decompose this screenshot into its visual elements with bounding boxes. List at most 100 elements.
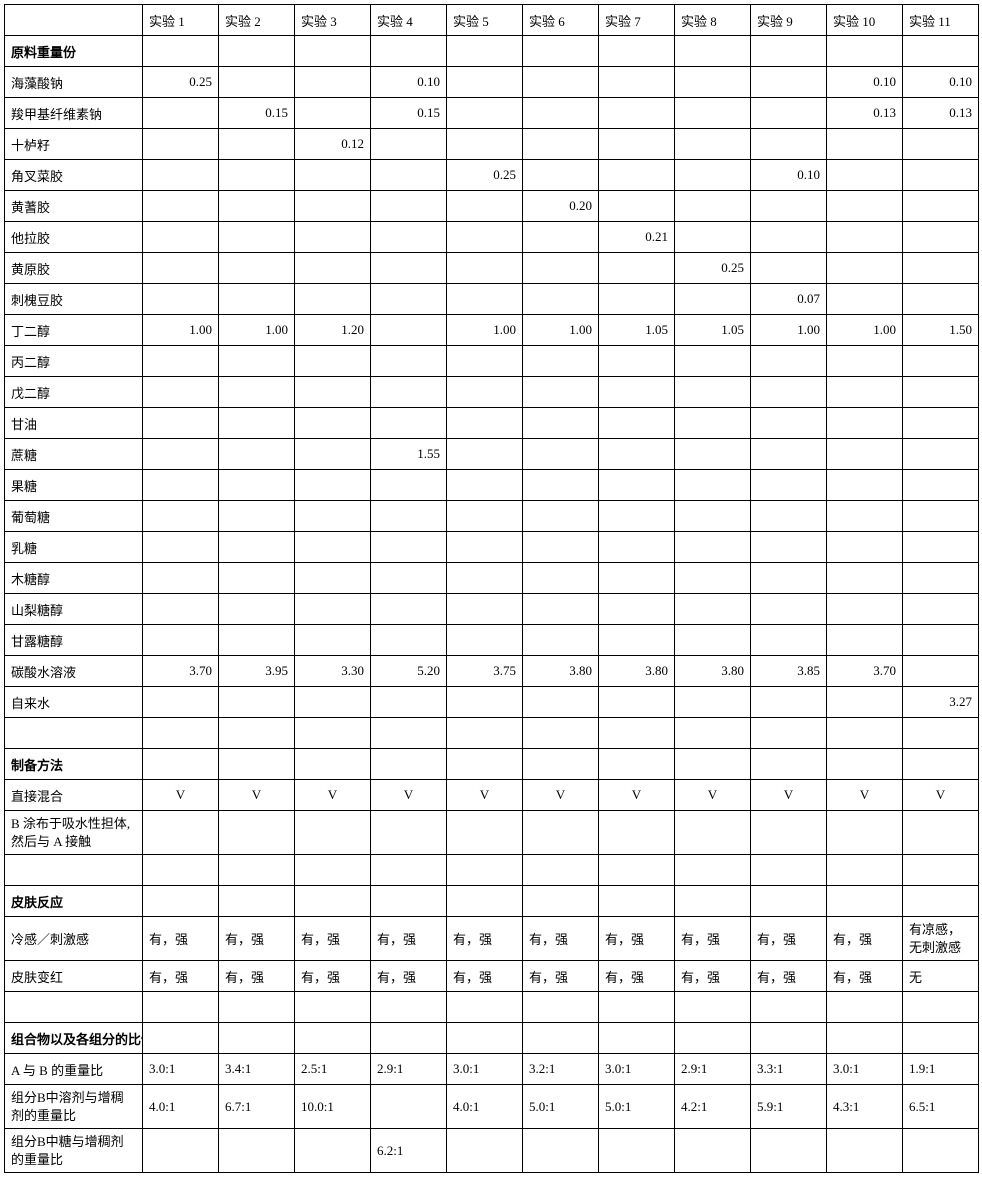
data-cell: 3.3:1 bbox=[751, 1054, 827, 1085]
section-empty bbox=[143, 1023, 219, 1054]
data-cell: 有，强 bbox=[295, 961, 371, 992]
data-cell bbox=[827, 501, 903, 532]
col-header-6: 实验 6 bbox=[523, 5, 599, 36]
data-cell bbox=[447, 191, 523, 222]
section-empty bbox=[599, 749, 675, 780]
data-cell bbox=[447, 377, 523, 408]
data-cell bbox=[827, 687, 903, 718]
data-cell bbox=[599, 191, 675, 222]
data-cell: 3.85 bbox=[751, 656, 827, 687]
data-cell bbox=[751, 625, 827, 656]
data-cell: V bbox=[523, 780, 599, 811]
row-label: 丙二醇 bbox=[5, 346, 143, 377]
data-cell bbox=[903, 811, 979, 855]
data-cell bbox=[447, 67, 523, 98]
data-cell: 0.12 bbox=[295, 129, 371, 160]
row-label: 甘露糖醇 bbox=[5, 625, 143, 656]
row-label: A 与 B 的重量比 bbox=[5, 1054, 143, 1085]
data-cell bbox=[751, 563, 827, 594]
data-cell bbox=[827, 811, 903, 855]
section-empty bbox=[599, 1023, 675, 1054]
blank-cell bbox=[523, 855, 599, 886]
data-cell: 2.9:1 bbox=[371, 1054, 447, 1085]
col-header-5: 实验 5 bbox=[447, 5, 523, 36]
data-cell bbox=[751, 594, 827, 625]
row-label: 蔗糖 bbox=[5, 439, 143, 470]
data-cell bbox=[523, 98, 599, 129]
data-cell bbox=[143, 129, 219, 160]
data-cell bbox=[371, 563, 447, 594]
data-cell bbox=[143, 625, 219, 656]
data-cell bbox=[523, 1129, 599, 1173]
row-label: 他拉胶 bbox=[5, 222, 143, 253]
data-cell bbox=[447, 346, 523, 377]
data-cell bbox=[523, 594, 599, 625]
data-cell bbox=[295, 377, 371, 408]
table-row: 山梨糖醇 bbox=[5, 594, 979, 625]
data-cell bbox=[599, 470, 675, 501]
data-cell bbox=[219, 377, 295, 408]
blank-cell bbox=[599, 718, 675, 749]
table-row: 十栌籽0.12 bbox=[5, 129, 979, 160]
data-cell bbox=[675, 160, 751, 191]
data-cell bbox=[523, 129, 599, 160]
data-cell bbox=[371, 470, 447, 501]
data-cell bbox=[675, 222, 751, 253]
section-empty bbox=[599, 886, 675, 917]
row-label: 刺槐豆胶 bbox=[5, 284, 143, 315]
data-cell: 有，强 bbox=[143, 961, 219, 992]
data-cell: 2.5:1 bbox=[295, 1054, 371, 1085]
blank-cell bbox=[5, 718, 143, 749]
section-empty bbox=[295, 1023, 371, 1054]
data-cell bbox=[523, 67, 599, 98]
data-cell: 6.2:1 bbox=[371, 1129, 447, 1173]
section-empty bbox=[599, 36, 675, 67]
section-empty bbox=[903, 36, 979, 67]
table-row: 角叉菜胶0.250.10 bbox=[5, 160, 979, 191]
section-empty bbox=[903, 749, 979, 780]
data-cell bbox=[219, 532, 295, 563]
row-label: 羧甲基纤维素钠 bbox=[5, 98, 143, 129]
data-cell bbox=[371, 811, 447, 855]
table-row: A 与 B 的重量比3.0:13.4:12.5:12.9:13.0:13.2:1… bbox=[5, 1054, 979, 1085]
data-cell bbox=[599, 687, 675, 718]
data-cell bbox=[447, 470, 523, 501]
data-cell bbox=[599, 501, 675, 532]
data-cell bbox=[219, 563, 295, 594]
data-cell: 6.7:1 bbox=[219, 1085, 295, 1129]
data-cell bbox=[371, 408, 447, 439]
data-cell bbox=[447, 687, 523, 718]
row-label: 海藻酸钠 bbox=[5, 67, 143, 98]
data-cell bbox=[599, 377, 675, 408]
col-header-11: 实验 11 bbox=[903, 5, 979, 36]
data-cell bbox=[219, 1129, 295, 1173]
data-cell bbox=[599, 98, 675, 129]
data-cell: V bbox=[143, 780, 219, 811]
data-cell bbox=[751, 67, 827, 98]
data-cell: V bbox=[295, 780, 371, 811]
data-cell bbox=[751, 532, 827, 563]
data-cell: V bbox=[219, 780, 295, 811]
data-cell bbox=[523, 563, 599, 594]
data-cell: 1.00 bbox=[827, 315, 903, 346]
blank-cell bbox=[523, 718, 599, 749]
data-cell bbox=[295, 532, 371, 563]
table-row: B 涂布于吸水性担体,然后与 A 接触 bbox=[5, 811, 979, 855]
data-cell: 5.20 bbox=[371, 656, 447, 687]
data-cell: 0.20 bbox=[523, 191, 599, 222]
data-cell: 3.0:1 bbox=[827, 1054, 903, 1085]
data-cell bbox=[143, 1129, 219, 1173]
blank-cell bbox=[447, 718, 523, 749]
data-cell bbox=[523, 811, 599, 855]
data-cell: 有，强 bbox=[447, 917, 523, 961]
table-row: 碳酸水溶液3.703.953.305.203.753.803.803.803.8… bbox=[5, 656, 979, 687]
data-cell bbox=[219, 191, 295, 222]
blank-cell bbox=[903, 992, 979, 1023]
data-cell bbox=[903, 191, 979, 222]
data-cell bbox=[903, 563, 979, 594]
data-cell bbox=[599, 67, 675, 98]
data-cell bbox=[447, 594, 523, 625]
data-cell bbox=[447, 563, 523, 594]
blank-cell bbox=[143, 992, 219, 1023]
table-row: 乳糖 bbox=[5, 532, 979, 563]
